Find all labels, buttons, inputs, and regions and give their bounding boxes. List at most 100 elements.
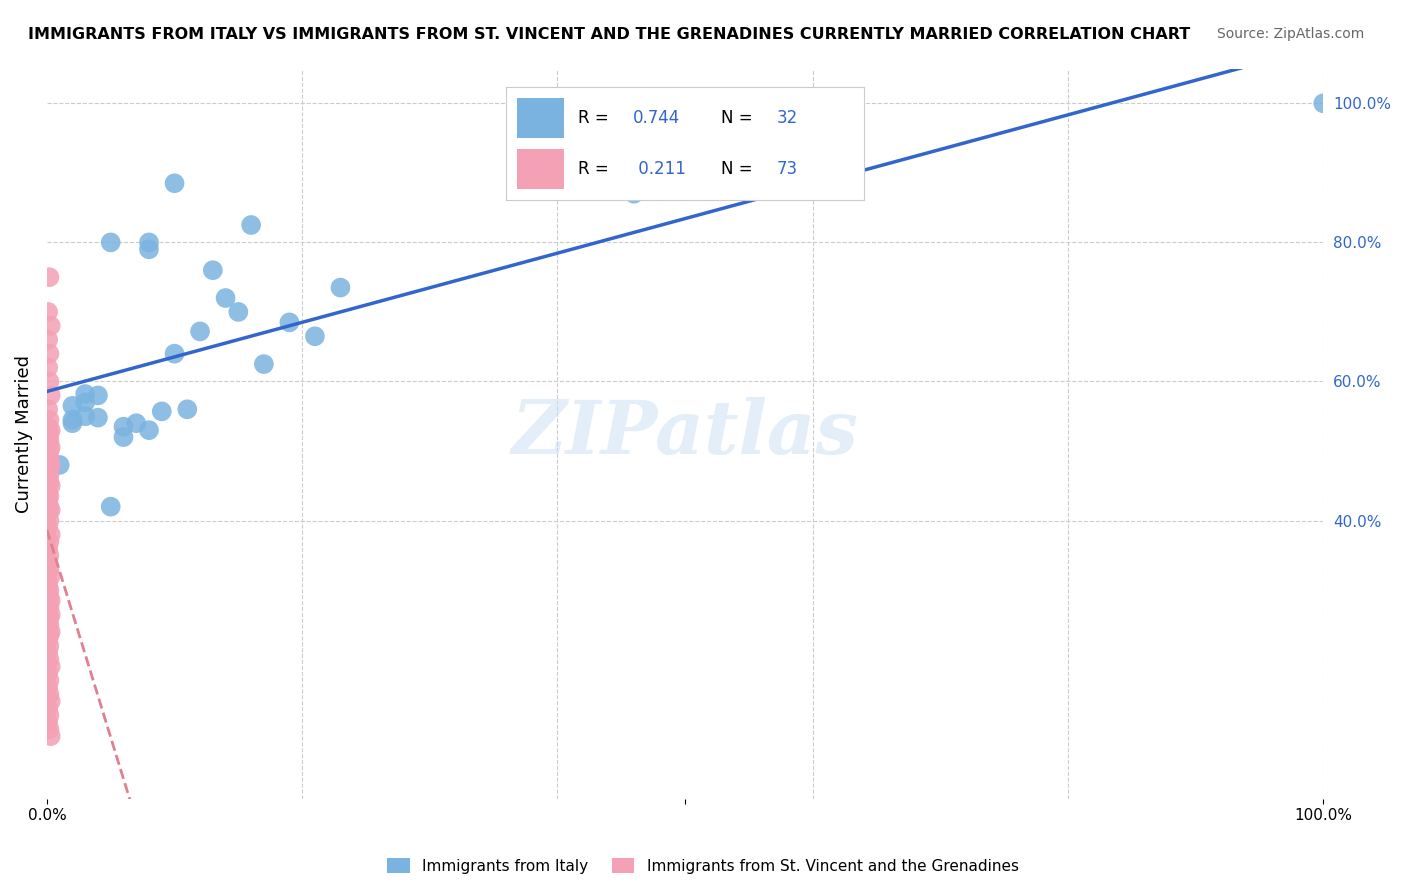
Point <box>39 659 62 673</box>
Point <box>37 576 59 591</box>
Text: ZIPatlas: ZIPatlas <box>512 398 859 470</box>
Point <box>37 621 59 635</box>
Text: Source: ZipAtlas.com: Source: ZipAtlas.com <box>1216 27 1364 41</box>
Point <box>37 485 59 500</box>
Point <box>150 404 173 418</box>
Point <box>37 472 59 486</box>
Point <box>37 541 59 556</box>
Point <box>75 395 97 409</box>
Point <box>38 426 60 441</box>
Point <box>39 527 62 541</box>
Point <box>112 430 135 444</box>
Point <box>39 479 62 493</box>
Point <box>37 586 59 600</box>
Point <box>37 715 59 730</box>
Point <box>38 708 60 723</box>
Legend: Immigrants from Italy, Immigrants from St. Vincent and the Grenadines: Immigrants from Italy, Immigrants from S… <box>381 852 1025 880</box>
Point <box>37 419 59 434</box>
Point <box>62 399 84 413</box>
Point <box>37 666 59 681</box>
Point <box>39 318 62 333</box>
Point <box>38 444 60 458</box>
Point <box>38 549 60 563</box>
Point <box>304 329 326 343</box>
Point <box>138 235 160 250</box>
Point <box>37 430 59 444</box>
Point <box>37 448 59 462</box>
Point <box>37 360 59 375</box>
Point <box>38 611 60 625</box>
Point <box>37 437 59 451</box>
Point <box>37 520 59 534</box>
Point <box>38 562 60 576</box>
Point <box>39 503 62 517</box>
Point <box>39 441 62 455</box>
Point <box>38 375 60 389</box>
Point <box>38 461 60 475</box>
Point <box>138 243 160 257</box>
Point <box>38 514 60 528</box>
Point <box>38 628 60 642</box>
Point <box>37 305 59 319</box>
Point <box>38 413 60 427</box>
Point <box>38 500 60 514</box>
Point <box>39 569 62 583</box>
Point <box>228 305 250 319</box>
Text: IMMIGRANTS FROM ITALY VS IMMIGRANTS FROM ST. VINCENT AND THE GRENADINES CURRENTL: IMMIGRANTS FROM ITALY VS IMMIGRANTS FROM… <box>28 27 1191 42</box>
Point <box>38 468 60 483</box>
Point <box>163 176 186 190</box>
Point <box>38 600 60 615</box>
Point <box>38 450 60 465</box>
Point <box>37 333 59 347</box>
Point <box>125 416 148 430</box>
Point <box>39 593 62 607</box>
Point <box>38 475 60 490</box>
Point <box>87 410 110 425</box>
Point <box>37 632 59 646</box>
Point <box>37 507 59 521</box>
Point <box>37 681 59 695</box>
Point <box>38 489 60 503</box>
Point <box>39 458 62 472</box>
Point <box>38 673 60 688</box>
Point <box>37 555 59 569</box>
Point <box>240 218 263 232</box>
Point <box>38 534 60 549</box>
Point <box>62 416 84 430</box>
Point <box>100 235 122 250</box>
Point <box>112 419 135 434</box>
Point <box>38 688 60 702</box>
Point <box>38 346 60 360</box>
Point <box>38 653 60 667</box>
Point <box>39 388 62 402</box>
Point <box>623 186 645 201</box>
Point <box>48 458 70 472</box>
Point <box>39 624 62 639</box>
Point <box>100 500 122 514</box>
Point <box>37 465 59 479</box>
Point <box>62 413 84 427</box>
Point <box>37 615 59 629</box>
Point <box>37 454 59 468</box>
Point <box>201 263 224 277</box>
Point <box>38 270 60 285</box>
Point <box>163 346 186 360</box>
Point <box>38 434 60 448</box>
Point <box>37 701 59 715</box>
Point <box>39 423 62 437</box>
Point <box>87 388 110 402</box>
Point <box>75 387 97 401</box>
Point <box>38 639 60 653</box>
Point <box>38 590 60 604</box>
Point <box>75 409 97 424</box>
Point <box>37 597 59 611</box>
Point <box>278 315 301 329</box>
Point <box>39 694 62 708</box>
Point <box>38 723 60 737</box>
Point <box>329 280 352 294</box>
Point <box>38 618 60 632</box>
Point <box>188 325 211 339</box>
Y-axis label: Currently Married: Currently Married <box>15 355 32 513</box>
Point <box>176 402 198 417</box>
Point <box>39 729 62 743</box>
